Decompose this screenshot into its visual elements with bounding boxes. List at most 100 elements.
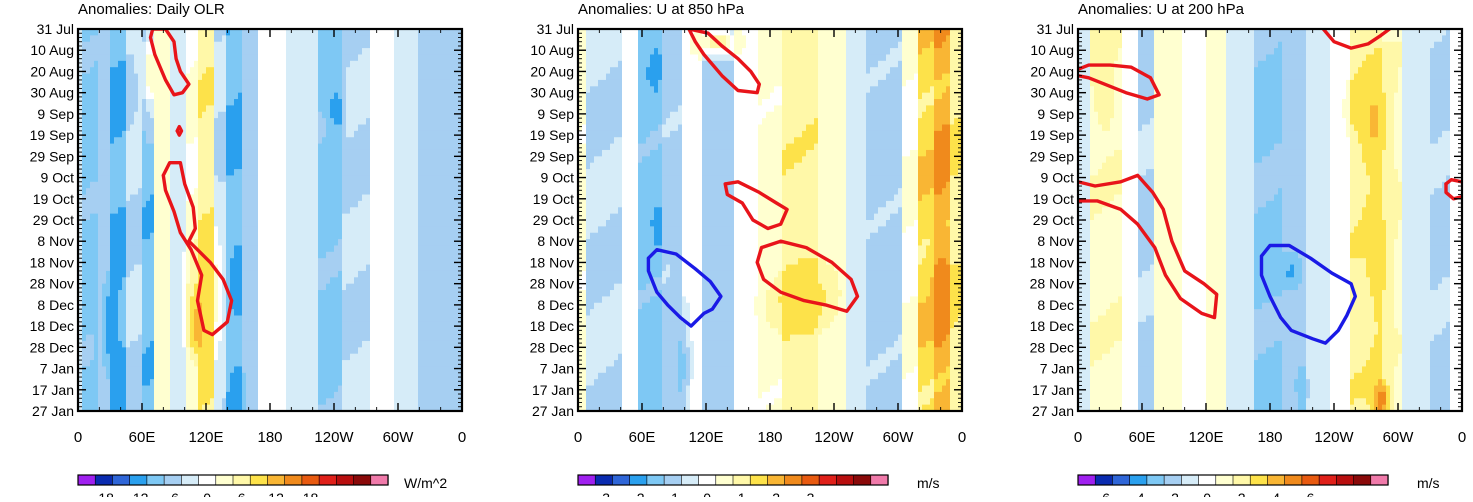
heatmap-cell bbox=[230, 398, 235, 406]
heatmap-cell bbox=[222, 200, 227, 208]
heatmap-cell bbox=[322, 321, 327, 329]
heatmap-cell bbox=[390, 379, 395, 387]
heatmap-cell bbox=[146, 290, 151, 297]
heatmap-cell bbox=[122, 334, 127, 342]
heatmap-cell bbox=[106, 169, 111, 177]
heatmap-cell bbox=[298, 391, 303, 399]
heatmap-cell bbox=[146, 130, 151, 138]
heatmap-cell bbox=[126, 118, 131, 126]
heatmap-cell bbox=[306, 391, 311, 399]
heatmap-cell bbox=[226, 372, 231, 380]
heatmap-cell bbox=[86, 270, 91, 278]
heatmap-cell bbox=[218, 302, 223, 310]
heatmap-cell bbox=[186, 60, 191, 68]
heatmap-cell bbox=[398, 245, 403, 253]
heatmap-cell bbox=[314, 200, 319, 208]
heatmap-cell bbox=[138, 54, 143, 62]
heatmap-cell bbox=[386, 188, 391, 196]
heatmap-cell bbox=[114, 360, 119, 368]
heatmap-cell bbox=[170, 73, 175, 81]
heatmap-cell bbox=[358, 92, 363, 100]
heatmap-cell bbox=[134, 175, 139, 183]
heatmap-cell bbox=[138, 366, 143, 374]
heatmap-cell bbox=[202, 86, 207, 94]
heatmap-cell bbox=[106, 360, 111, 368]
heatmap-cell bbox=[258, 379, 263, 387]
heatmap-cell bbox=[302, 220, 307, 227]
heatmap-cell bbox=[182, 60, 187, 68]
heatmap-cell bbox=[350, 226, 355, 234]
heatmap-cell bbox=[182, 156, 187, 164]
heatmap-cell bbox=[210, 181, 215, 189]
heatmap-cell bbox=[126, 130, 131, 138]
heatmap-cell bbox=[290, 99, 295, 106]
heatmap-cell bbox=[182, 67, 187, 75]
heatmap-cell bbox=[266, 321, 271, 329]
heatmap-cell bbox=[114, 290, 119, 297]
heatmap-cell bbox=[238, 353, 243, 361]
heatmap-cell bbox=[266, 92, 271, 100]
heatmap-cell bbox=[346, 334, 351, 342]
heatmap-cell bbox=[406, 213, 411, 221]
heatmap-cell bbox=[322, 385, 327, 393]
heatmap-cell bbox=[386, 149, 391, 157]
heatmap-cell bbox=[338, 379, 343, 387]
heatmap-cell bbox=[182, 169, 187, 177]
heatmap-cell bbox=[338, 321, 343, 329]
heatmap-cell bbox=[310, 79, 315, 87]
heatmap-cell bbox=[354, 99, 359, 106]
heatmap-cell bbox=[98, 379, 103, 387]
heatmap-cell bbox=[290, 67, 295, 75]
heatmap-cell bbox=[370, 353, 375, 361]
heatmap-cell bbox=[218, 149, 223, 157]
heatmap-cell bbox=[402, 41, 407, 49]
heatmap-cell bbox=[266, 200, 271, 208]
heatmap-cell bbox=[166, 283, 171, 291]
heatmap-cell bbox=[158, 111, 163, 119]
heatmap-cell bbox=[266, 264, 271, 272]
heatmap-cell bbox=[178, 277, 183, 285]
heatmap-cell bbox=[198, 207, 203, 215]
heatmap-cell bbox=[278, 54, 283, 62]
heatmap-cell bbox=[126, 404, 131, 411]
heatmap-cell bbox=[234, 99, 239, 106]
heatmap-cell bbox=[278, 41, 283, 49]
heatmap-cell bbox=[366, 118, 371, 126]
heatmap-cell bbox=[366, 347, 371, 355]
heatmap-cell bbox=[254, 118, 259, 126]
heatmap-cell bbox=[182, 130, 187, 138]
heatmap-cell bbox=[314, 366, 319, 374]
heatmap-cell bbox=[78, 105, 83, 113]
heatmap-cell bbox=[246, 48, 251, 56]
heatmap-cell bbox=[174, 111, 179, 119]
heatmap-cell bbox=[102, 194, 107, 202]
heatmap-cell bbox=[346, 398, 351, 406]
heatmap-cell bbox=[302, 35, 307, 43]
heatmap-cell bbox=[402, 105, 407, 113]
heatmap-cell bbox=[170, 54, 175, 62]
heatmap-cell bbox=[226, 92, 231, 100]
heatmap-cell bbox=[314, 251, 319, 259]
heatmap-cell bbox=[298, 379, 303, 387]
heatmap-cell bbox=[266, 41, 271, 49]
heatmap-cell bbox=[390, 67, 395, 75]
heatmap-cell bbox=[306, 162, 311, 170]
heatmap-cell bbox=[118, 48, 123, 56]
heatmap-cell bbox=[254, 207, 259, 215]
heatmap-cell bbox=[182, 360, 187, 368]
heatmap-cell bbox=[286, 188, 291, 196]
heatmap-cell bbox=[378, 105, 383, 113]
heatmap-cell bbox=[222, 220, 227, 227]
heatmap-cell bbox=[318, 270, 323, 278]
heatmap-cell bbox=[338, 73, 343, 81]
heatmap-cell bbox=[390, 181, 395, 189]
heatmap-cell bbox=[374, 92, 379, 100]
heatmap-cell bbox=[402, 239, 407, 247]
heatmap-cell bbox=[98, 258, 103, 266]
heatmap-cell bbox=[110, 366, 115, 374]
heatmap-cell bbox=[262, 149, 267, 157]
heatmap-cell bbox=[334, 156, 339, 164]
heatmap-cell bbox=[154, 137, 159, 145]
heatmap-cell bbox=[130, 111, 135, 119]
heatmap-cell bbox=[394, 398, 399, 406]
